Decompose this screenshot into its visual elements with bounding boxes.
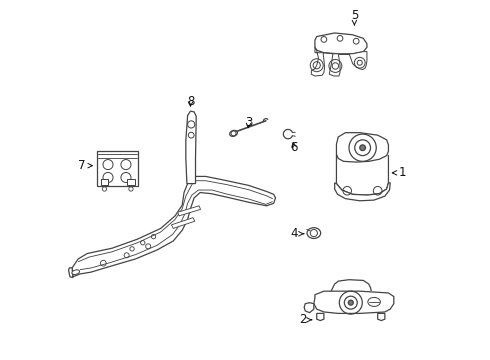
Polygon shape (329, 54, 340, 76)
FancyBboxPatch shape (127, 179, 135, 185)
Text: 3: 3 (245, 116, 252, 129)
Polygon shape (314, 291, 394, 314)
Circle shape (360, 145, 366, 150)
Text: 8: 8 (187, 95, 194, 108)
Text: 2: 2 (298, 313, 312, 327)
Polygon shape (349, 51, 367, 69)
Polygon shape (317, 314, 324, 320)
Ellipse shape (307, 228, 320, 238)
Polygon shape (186, 111, 196, 184)
Polygon shape (335, 183, 390, 201)
FancyBboxPatch shape (101, 179, 108, 185)
Polygon shape (337, 133, 389, 162)
Ellipse shape (368, 297, 380, 306)
Polygon shape (172, 218, 195, 228)
FancyBboxPatch shape (97, 150, 138, 186)
Text: 6: 6 (291, 141, 298, 154)
Polygon shape (69, 268, 73, 278)
Circle shape (348, 300, 353, 305)
Text: 7: 7 (78, 159, 92, 172)
Polygon shape (177, 206, 200, 216)
Polygon shape (311, 47, 324, 76)
Polygon shape (72, 176, 275, 277)
Polygon shape (315, 33, 367, 54)
Text: 4: 4 (291, 227, 304, 240)
Ellipse shape (72, 270, 79, 274)
Text: 5: 5 (351, 9, 358, 25)
Text: 1: 1 (392, 166, 407, 179)
Ellipse shape (230, 130, 237, 136)
Polygon shape (378, 314, 385, 320)
Polygon shape (304, 303, 314, 313)
